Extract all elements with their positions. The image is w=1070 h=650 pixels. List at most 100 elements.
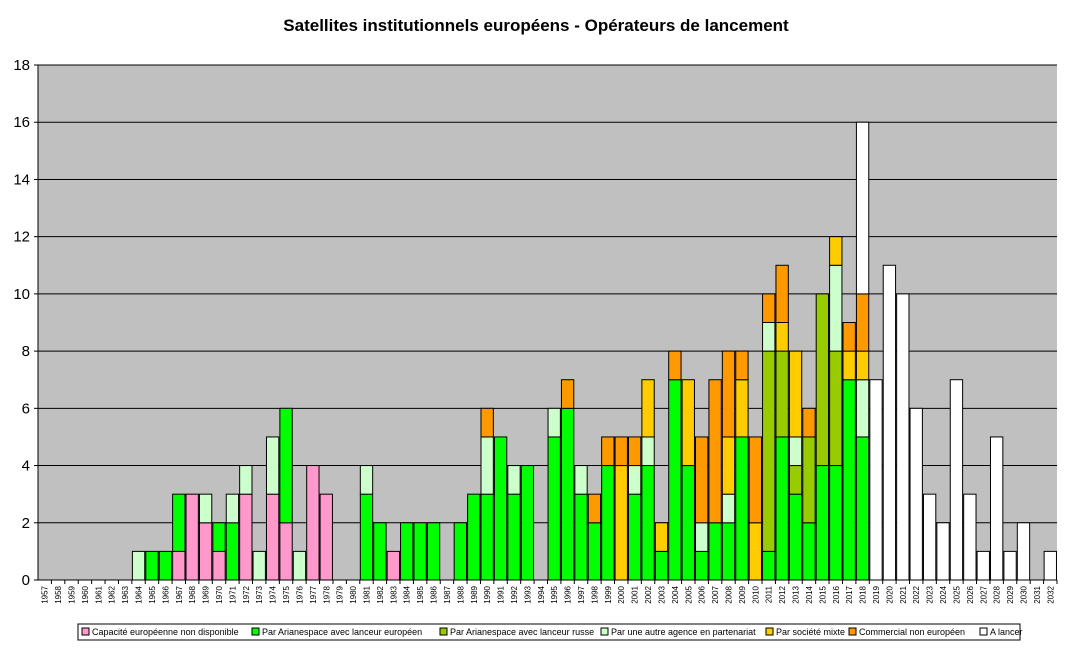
x-tick-label: 2004: [671, 585, 680, 603]
bar-segment: [788, 436, 803, 467]
bar-segment: [989, 436, 1004, 581]
x-tick-label: 1978: [322, 585, 331, 603]
x-tick-label: 1995: [550, 585, 559, 603]
bar-segment: [212, 550, 226, 581]
x-tick-label: 1984: [403, 585, 412, 603]
x-tick-label: 2009: [738, 585, 747, 603]
bar-segment: [507, 493, 521, 581]
x-tick-label: 2019: [872, 585, 881, 603]
bar-segment: [735, 350, 749, 381]
x-tick-label: 1996: [564, 585, 573, 603]
bar-segment: [869, 379, 883, 581]
x-tick-label: 2026: [966, 585, 975, 603]
legend-label: Par une autre agence en partenariat: [611, 627, 756, 637]
bar-segment: [520, 465, 535, 581]
bar-segment: [681, 379, 695, 467]
x-tick-label: 2016: [832, 585, 841, 603]
bar-segment: [855, 436, 870, 581]
bar-segment: [601, 436, 615, 467]
legend-swatch: [848, 627, 857, 636]
bar-segment: [265, 493, 280, 581]
bar-segment: [829, 236, 843, 266]
x-tick-label: 1989: [470, 585, 479, 603]
bar-segment: [131, 550, 146, 581]
legend-label: Capacité européenne non disponible: [92, 627, 239, 637]
bar-segment: [480, 407, 494, 438]
bar-segment: [158, 550, 173, 581]
bar-segment: [896, 293, 910, 581]
x-tick-label: 1957: [41, 585, 50, 603]
x-tick-label: 2015: [818, 585, 827, 603]
x-tick-label: 1990: [483, 585, 492, 603]
bar-segment: [775, 264, 789, 323]
x-tick-label: 1966: [161, 585, 170, 603]
x-tick-label: 2023: [926, 585, 935, 603]
x-tick-labels: 1957 1958 1959 1960 1961 1962 1963 1964 1965 1966…: [41, 580, 1058, 604]
x-tick-label: 2014: [805, 585, 814, 603]
bar-segment: [547, 436, 561, 581]
x-tick-label: 1962: [108, 585, 117, 603]
x-tick-label: 1963: [121, 585, 130, 603]
x-tick-label: 1958: [54, 585, 63, 603]
x-tick-label: 2031: [1033, 585, 1042, 603]
bar-segment: [614, 465, 628, 581]
bar-segment: [708, 379, 722, 524]
bar-segment: [574, 493, 588, 581]
x-tick-label: 1976: [295, 585, 304, 603]
x-tick-label: 1979: [336, 585, 345, 603]
bar-segment: [748, 522, 762, 581]
bar-segment: [842, 322, 856, 352]
y-tick-label: 12: [13, 229, 30, 246]
x-tick-label: 2006: [698, 585, 707, 603]
bar-segment: [842, 350, 856, 381]
x-tick-label: 2005: [684, 585, 693, 603]
bar-segment: [788, 493, 803, 581]
bar-segment: [252, 550, 266, 581]
bar-segment: [882, 264, 897, 581]
bar-segment: [654, 522, 669, 552]
bar-segment: [855, 379, 870, 438]
bar-segment: [668, 350, 682, 381]
x-tick-label: 1997: [577, 585, 586, 603]
bar-segment: [627, 465, 642, 495]
x-tick-label: 1964: [135, 585, 144, 603]
bar-segment: [842, 379, 856, 581]
bar-segment: [359, 465, 374, 495]
x-tick-label: 1985: [416, 585, 425, 603]
x-tick-label: 1982: [376, 585, 385, 603]
bar-segment: [641, 465, 655, 581]
bar-segment: [641, 436, 655, 467]
x-tick-label: 2010: [751, 585, 760, 603]
y-tick-label: 18: [13, 57, 30, 74]
bar-segment: [949, 379, 964, 581]
x-tick-label: 2021: [899, 585, 908, 603]
bar-segment: [775, 436, 789, 581]
y-tick-labels: 0 2 4 6 8 10 12 14 16 18: [13, 57, 38, 589]
x-tick-label: 1965: [148, 585, 157, 603]
bar-segment: [802, 522, 816, 581]
bar-segment: [762, 550, 776, 581]
x-tick-label: 2027: [979, 585, 988, 603]
bar-segment: [627, 436, 642, 467]
x-tick-label: 2001: [631, 585, 640, 603]
bar-segment: [909, 407, 923, 581]
x-tick-label: 2025: [952, 585, 961, 603]
bar-segment: [654, 550, 669, 581]
x-tick-label: 2007: [711, 585, 720, 603]
bar-segment: [762, 322, 776, 352]
bar-segment: [735, 436, 749, 581]
x-tick-label: 2012: [778, 585, 787, 603]
bar-segment: [976, 550, 990, 581]
x-tick-label: 1960: [81, 585, 90, 603]
legend-label: Par société mixte: [776, 627, 845, 637]
y-tick-label: 8: [22, 343, 30, 360]
bar-segment: [627, 493, 642, 581]
x-tick-label: 1986: [430, 585, 439, 603]
bar-segment: [762, 350, 776, 552]
x-tick-label: 1994: [537, 585, 546, 603]
bar-segment: [359, 493, 374, 581]
x-tick-label: 1983: [389, 585, 398, 603]
y-tick-label: 2: [22, 515, 30, 532]
legend-label: Commercial non européen: [859, 627, 965, 637]
bar-segment: [1043, 550, 1057, 581]
